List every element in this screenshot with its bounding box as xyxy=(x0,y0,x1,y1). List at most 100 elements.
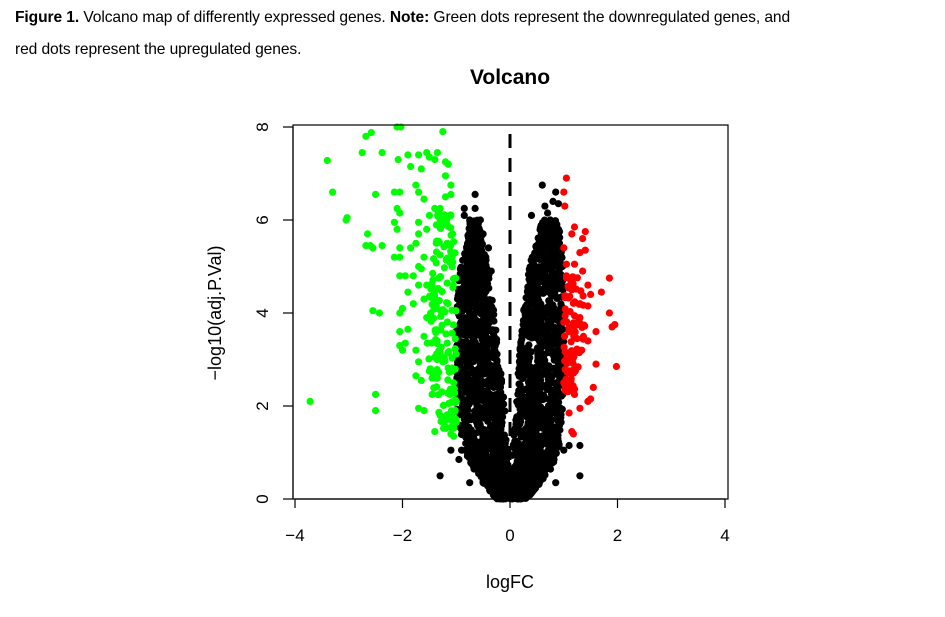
downregulated-point xyxy=(358,149,366,157)
downregulated-point xyxy=(438,288,446,296)
downregulated-point xyxy=(306,397,314,405)
not-significant-point xyxy=(474,462,482,471)
caption-line-2: red dots represent the upregulated genes… xyxy=(15,41,302,58)
upregulated-point xyxy=(565,409,573,417)
not-significant-point xyxy=(531,265,539,273)
downregulated-point xyxy=(432,336,440,344)
x-tick-label: −2 xyxy=(393,526,412,545)
upregulated-point xyxy=(608,323,616,331)
not-significant-point xyxy=(474,422,482,430)
not-significant-point xyxy=(537,449,545,457)
upregulated-point xyxy=(576,300,584,308)
not-significant-point xyxy=(482,287,490,295)
upregulated-point xyxy=(576,314,584,322)
figure-label: Figure 1. xyxy=(15,9,80,26)
downregulated-point xyxy=(364,230,372,238)
upregulated-point xyxy=(560,379,568,387)
downregulated-point xyxy=(417,265,425,273)
not-significant-point xyxy=(546,386,554,394)
not-significant-point xyxy=(460,204,468,212)
upregulated-point xyxy=(576,404,584,412)
downregulated-point xyxy=(443,339,451,347)
not-significant-point xyxy=(488,413,497,422)
not-significant-point xyxy=(461,422,469,430)
downregulated-point xyxy=(423,314,431,322)
not-significant-point xyxy=(521,481,530,489)
not-significant-point xyxy=(539,264,547,272)
not-significant-point xyxy=(486,350,494,358)
downregulated-point xyxy=(435,237,443,245)
not-significant-point xyxy=(466,216,474,224)
not-significant-point xyxy=(523,399,531,408)
not-significant-point xyxy=(458,408,466,416)
not-significant-point xyxy=(469,436,477,444)
not-significant-point xyxy=(490,317,498,325)
not-significant-point xyxy=(475,238,483,246)
not-significant-point xyxy=(543,228,551,236)
downregulated-point xyxy=(442,417,450,425)
downregulated-point xyxy=(448,329,456,337)
not-significant-point xyxy=(477,357,485,365)
not-significant-point xyxy=(458,446,466,454)
not-significant-point xyxy=(488,303,496,311)
downregulated-point xyxy=(450,385,458,393)
downregulated-point xyxy=(439,401,447,409)
not-significant-point xyxy=(532,318,540,326)
not-significant-point xyxy=(538,249,546,257)
x-tick-label: 0 xyxy=(505,526,514,545)
downregulated-point xyxy=(447,190,455,198)
upregulated-point xyxy=(570,223,579,231)
not-significant-point xyxy=(478,270,486,278)
upregulated-point xyxy=(581,246,589,254)
upregulated-point xyxy=(567,338,575,346)
upregulated-point xyxy=(584,397,592,405)
not-significant-point xyxy=(523,329,531,337)
not-significant-point xyxy=(522,426,530,434)
not-significant-point xyxy=(539,240,547,248)
downregulated-point xyxy=(444,160,452,168)
not-significant-point xyxy=(576,472,584,480)
downregulated-point xyxy=(442,256,450,264)
not-significant-point xyxy=(496,387,504,395)
downregulated-point xyxy=(415,230,423,238)
not-significant-point xyxy=(532,325,540,333)
downregulated-point xyxy=(452,418,460,426)
not-significant-point xyxy=(477,447,485,456)
downregulated-point xyxy=(420,195,428,203)
not-significant-point xyxy=(514,401,522,409)
downregulated-point xyxy=(450,432,458,440)
upregulated-point xyxy=(589,383,597,391)
not-significant-point xyxy=(479,414,487,422)
downregulated-point xyxy=(396,209,404,217)
y-tick-label: 4 xyxy=(253,308,272,317)
not-significant-point xyxy=(485,392,493,400)
downregulated-point xyxy=(425,355,433,363)
downregulated-point xyxy=(451,365,459,373)
downregulated-point xyxy=(429,269,437,277)
not-significant-point xyxy=(467,311,475,319)
not-significant-point xyxy=(534,352,542,360)
not-significant-point xyxy=(468,298,476,306)
not-significant-point xyxy=(513,417,521,425)
upregulated-point xyxy=(570,260,579,268)
upregulated-point xyxy=(612,362,621,371)
not-significant-point xyxy=(465,351,473,359)
upregulated-point xyxy=(569,430,578,438)
not-significant-point xyxy=(471,190,479,198)
downregulated-point xyxy=(375,309,383,317)
x-axis-label: logFC xyxy=(486,572,534,592)
not-significant-point xyxy=(533,403,541,411)
upregulated-point xyxy=(562,272,571,280)
not-significant-point xyxy=(554,200,563,208)
not-significant-point xyxy=(547,344,555,352)
downregulated-point xyxy=(420,253,428,261)
not-significant-point xyxy=(539,329,547,337)
downregulated-point xyxy=(415,358,423,366)
not-significant-point xyxy=(534,293,542,301)
not-significant-point xyxy=(520,367,528,375)
not-significant-point xyxy=(474,455,482,463)
not-significant-point xyxy=(537,306,545,314)
downregulated-point xyxy=(452,307,460,315)
not-significant-point xyxy=(534,393,542,401)
downregulated-point xyxy=(436,204,444,212)
